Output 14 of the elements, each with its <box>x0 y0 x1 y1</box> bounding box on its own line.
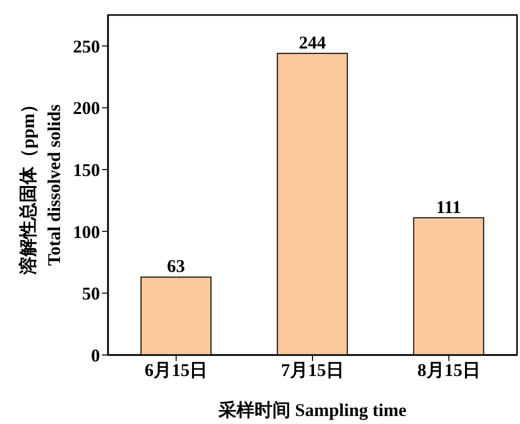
y-axis-title: 溶解性总固体（ppm） Total dissolved solids <box>18 95 64 276</box>
x-axis-title: 采样时间 Sampling time <box>217 400 407 420</box>
y-tick-label: 100 <box>73 222 100 242</box>
y-tick-label: 200 <box>73 98 100 118</box>
x-tick-label: 6月15日 <box>144 360 208 380</box>
y-tick-label: 0 <box>91 345 100 366</box>
data-label: 111 <box>436 196 462 217</box>
x-tick-label: 7月15日 <box>281 360 344 380</box>
y-tick-label: 50 <box>82 284 100 304</box>
y-tick-label: 150 <box>73 160 100 180</box>
data-label: 244 <box>298 32 326 52</box>
data-label: 63 <box>167 256 185 276</box>
x-tick-label: 8月15日 <box>417 360 480 380</box>
y-tick-label: 250 <box>73 36 100 56</box>
